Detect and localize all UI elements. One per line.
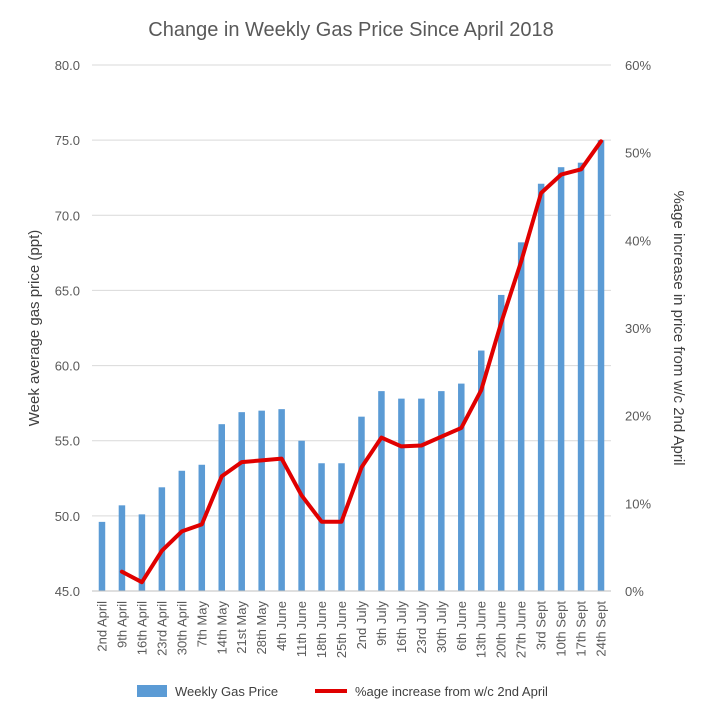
x-axis-ticks: 2nd April 9th April 16th April 23rd April 30… <box>95 601 609 659</box>
x-tick-label: 14th May <box>214 601 229 655</box>
y-tick-label: 80.0 <box>55 58 80 73</box>
x-tick-label: 2nd April <box>95 601 110 652</box>
x-tick-label: 23rd April <box>154 601 169 656</box>
gridlines <box>92 64 611 517</box>
x-tick-label: 3rd Sept <box>534 601 549 651</box>
legend-bar-swatch <box>137 685 167 697</box>
y-tick-label: 50.0 <box>55 509 80 524</box>
x-tick-label: 28th May <box>254 601 269 655</box>
x-tick-label: 17th Sept <box>574 601 589 657</box>
y-tick-label: 75.0 <box>55 133 80 148</box>
y2-tick-label: 50% <box>625 146 651 161</box>
bar <box>298 440 305 591</box>
x-tick-label: 2nd July <box>354 601 369 650</box>
bar <box>238 412 245 591</box>
y2-tick-label: 10% <box>625 496 651 511</box>
y2-tick-label: 30% <box>625 321 651 336</box>
line-series <box>119 139 603 585</box>
legend: Weekly Gas Price %age increase from w/c … <box>137 684 548 699</box>
y-tick-label: 60.0 <box>55 359 80 374</box>
bar <box>438 391 445 591</box>
y2-tick-label: 0% <box>625 584 644 599</box>
x-tick-label: 24th Sept <box>594 601 609 657</box>
bar <box>218 424 225 591</box>
x-tick-label: 21st May <box>234 601 249 654</box>
bar <box>378 391 385 591</box>
x-tick-label: 30th July <box>434 601 449 654</box>
x-tick-label: 16th July <box>394 601 409 654</box>
bar <box>318 463 325 591</box>
legend-line-label: %age increase from w/c 2nd April <box>355 684 548 699</box>
x-tick-label: 16th April <box>134 601 149 655</box>
x-tick-label: 25th June <box>334 601 349 658</box>
y2-tick-label: 60% <box>625 58 651 73</box>
x-tick-label: 9th July <box>374 601 389 646</box>
bar <box>258 410 265 591</box>
bar <box>557 167 565 592</box>
line-path <box>119 139 603 585</box>
x-tick-label: 4th June <box>274 601 289 651</box>
y-tick-label: 65.0 <box>55 283 80 298</box>
bar <box>398 398 405 591</box>
y-axis-title: Week average gas price (ppt) <box>26 230 43 427</box>
bar-series <box>98 140 605 592</box>
x-tick-label: 10th Sept <box>554 601 569 657</box>
bar <box>278 409 285 591</box>
legend-bar-label: Weekly Gas Price <box>175 684 278 699</box>
bar <box>478 350 485 591</box>
x-tick-label: 9th April <box>114 601 129 648</box>
bar <box>358 416 365 591</box>
x-tick-label: 13th June <box>474 601 489 658</box>
bar <box>537 183 545 591</box>
bar <box>418 398 425 591</box>
y2-tick-label: 20% <box>625 409 651 424</box>
y2-axis-title: %age increase in price from w/c 2nd Apri… <box>670 190 687 465</box>
bar <box>138 514 146 591</box>
y-tick-label: 55.0 <box>55 434 80 449</box>
x-tick-label: 18th June <box>314 601 329 658</box>
x-tick-label: 6th June <box>454 601 469 651</box>
bar <box>517 242 525 591</box>
bar <box>497 294 505 591</box>
bar <box>198 464 206 591</box>
x-tick-label: 30th April <box>174 601 189 655</box>
bar <box>597 140 605 591</box>
bar <box>338 463 345 591</box>
bar <box>118 505 126 591</box>
x-tick-label: 23rd July <box>414 601 429 654</box>
chart-title: Change in Weekly Gas Price Since April 2… <box>148 19 553 41</box>
bar <box>458 383 465 591</box>
y-tick-label: 70.0 <box>55 208 80 223</box>
bar <box>158 487 166 591</box>
x-tick-label: 20th June <box>494 601 509 658</box>
bar <box>98 521 106 591</box>
y-tick-label: 45.0 <box>55 584 80 599</box>
bar <box>577 162 585 591</box>
right-axis-ticks: 0% 10% 20% 30% 40% 50% 60% <box>625 58 651 599</box>
y2-tick-label: 40% <box>625 233 651 248</box>
x-tick-label: 27th June <box>514 601 529 658</box>
left-axis-ticks: 45.0 50.0 55.0 60.0 65.0 70.0 75.0 80.0 <box>55 58 80 599</box>
x-tick-label: 7th May <box>194 601 209 648</box>
x-tick-label: 11th June <box>294 601 309 657</box>
